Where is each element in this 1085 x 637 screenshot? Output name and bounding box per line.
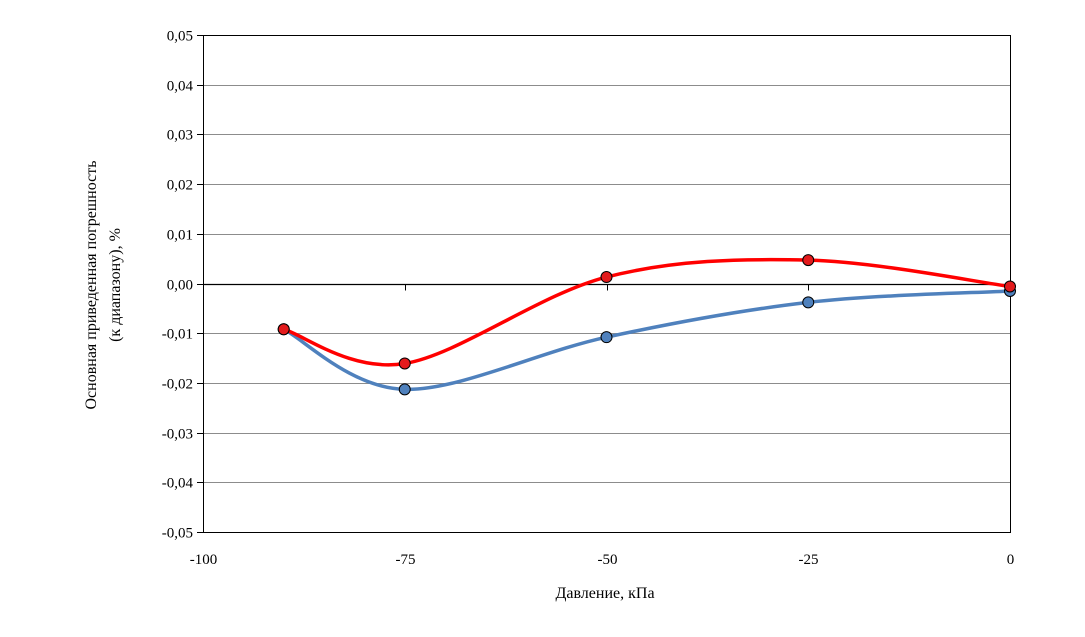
- y-axis-title: Основная приведенная погрешность (к диап…: [83, 161, 124, 410]
- y-axis-title-line1: Основная приведенная погрешность: [83, 161, 100, 410]
- y-tick-label: -0,03: [162, 427, 193, 443]
- x-tick-label: -50: [598, 552, 618, 568]
- series-1-point: [802, 296, 815, 309]
- x-tick-label: -25: [799, 552, 819, 568]
- y-tick-label: -0,04: [162, 476, 194, 492]
- series-2-point: [802, 254, 815, 267]
- series-1-point: [398, 383, 411, 396]
- x-tick-label: 0: [1007, 552, 1015, 568]
- x-tick-label: -75: [396, 552, 416, 568]
- y-tick-label: 0,05: [167, 29, 193, 45]
- y-tick-label: 0,04: [167, 79, 194, 95]
- y-tick-label: -0,01: [162, 327, 193, 343]
- y-tick-label: 0,00: [167, 278, 193, 294]
- x-axis-title: Давление, кПа: [555, 585, 654, 602]
- y-tick-label: -0,02: [162, 377, 193, 393]
- y-axis-title-line2: (к диапазону), %: [107, 228, 124, 342]
- y-tick-label: 0,01: [167, 228, 193, 244]
- series-2-line: [281, 257, 1012, 367]
- series-2-point: [1004, 280, 1016, 293]
- series-layer: [277, 254, 1016, 396]
- y-tick-label: 0,03: [167, 128, 193, 144]
- tick-labels: 0,05 0,04 0,03 0,02 0,01 0,00 -0,01 -0,02 -0,03 -…: [162, 29, 1015, 569]
- series-2-point: [398, 357, 411, 370]
- series-2-point: [277, 323, 290, 336]
- series-1-line: [281, 289, 1012, 392]
- y-tick-label: -0,05: [162, 526, 193, 542]
- y-tick-label: 0,02: [167, 178, 193, 194]
- axes: [197, 35, 1011, 533]
- x-tick-label: -100: [190, 552, 218, 568]
- series-1-point: [600, 331, 613, 344]
- series-2-point: [600, 271, 613, 284]
